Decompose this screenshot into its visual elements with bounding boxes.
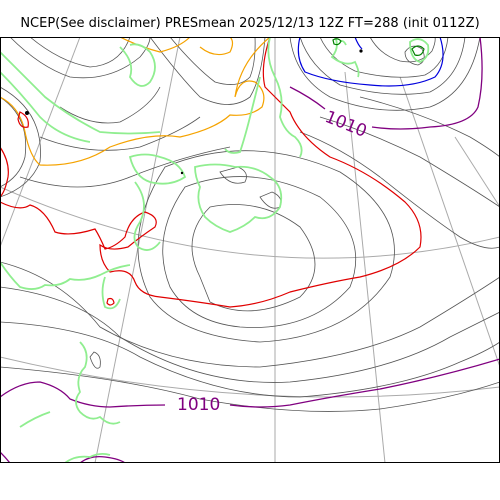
isobar [149,37,266,105]
coastline [224,76,261,154]
coastline [409,38,430,63]
isobar-red [0,37,422,308]
meridian-line [94,37,181,463]
pressure-map: 1010 1010 [0,37,500,463]
isobar [9,37,151,79]
coastline [128,153,187,185]
isobar [59,86,161,124]
isobar [289,37,481,111]
parallel-line [0,356,500,398]
parallel-line [0,186,500,259]
isobar [0,37,271,166]
isobar [119,37,191,53]
coastline [75,341,121,425]
isobar [332,38,342,46]
isobar-orange [0,37,271,166]
isobar [0,366,500,412]
isobar [219,166,247,184]
isobar [19,146,231,188]
isobar [0,96,27,188]
isobar [359,96,500,158]
coastlines [0,37,430,463]
coastline [133,181,161,251]
graticule [0,37,500,463]
isobar [0,146,9,198]
coastline [267,37,303,158]
contour-label-1010-south: 1010 [177,395,220,415]
meridian-line [454,136,500,208]
coastline [19,411,51,428]
isobar-1010-line [0,381,166,408]
isobar [89,351,101,369]
coastline [0,261,131,290]
low-center-mark [180,171,184,175]
isobar [106,297,115,306]
isobar [0,37,422,308]
coastline [0,71,91,143]
isobar [199,37,234,56]
figure-title: NCEP(See disclaimer) PRESmean 2025/12/13… [20,16,480,31]
isobar-dark-green [332,38,425,56]
isobar [297,37,444,87]
isobars-thin [0,37,500,412]
isobar [191,204,316,312]
isobar-blue [297,37,444,87]
isobar-1010-line [229,358,500,408]
isobar [39,116,201,151]
coastline [0,51,161,135]
isobar [354,37,363,50]
coastline [330,37,360,78]
meridian-line [344,71,386,463]
isobar [137,150,395,343]
isobar [0,86,41,198]
isobar [0,321,500,398]
isobar [319,37,449,78]
coastline [194,163,283,233]
isobar [411,45,425,56]
low-center-mark [359,49,363,53]
isobar [17,111,29,128]
isobar [0,261,500,368]
isobar [299,131,500,249]
low-center-mark [25,111,29,115]
isobar-1010-line [371,37,483,130]
isobar [299,37,466,95]
isobar [0,286,500,383]
coastline [101,276,121,310]
isobar-1010-line [289,86,326,110]
isobar [162,176,357,328]
isobar-1010-line [79,455,126,463]
isobar [169,37,256,85]
coastline [119,43,156,87]
isobar [29,37,131,68]
coastline [64,452,111,463]
low-centers [25,49,363,175]
isobar-1010 [0,37,500,463]
meridian-line [399,76,500,368]
isobar [319,116,500,208]
